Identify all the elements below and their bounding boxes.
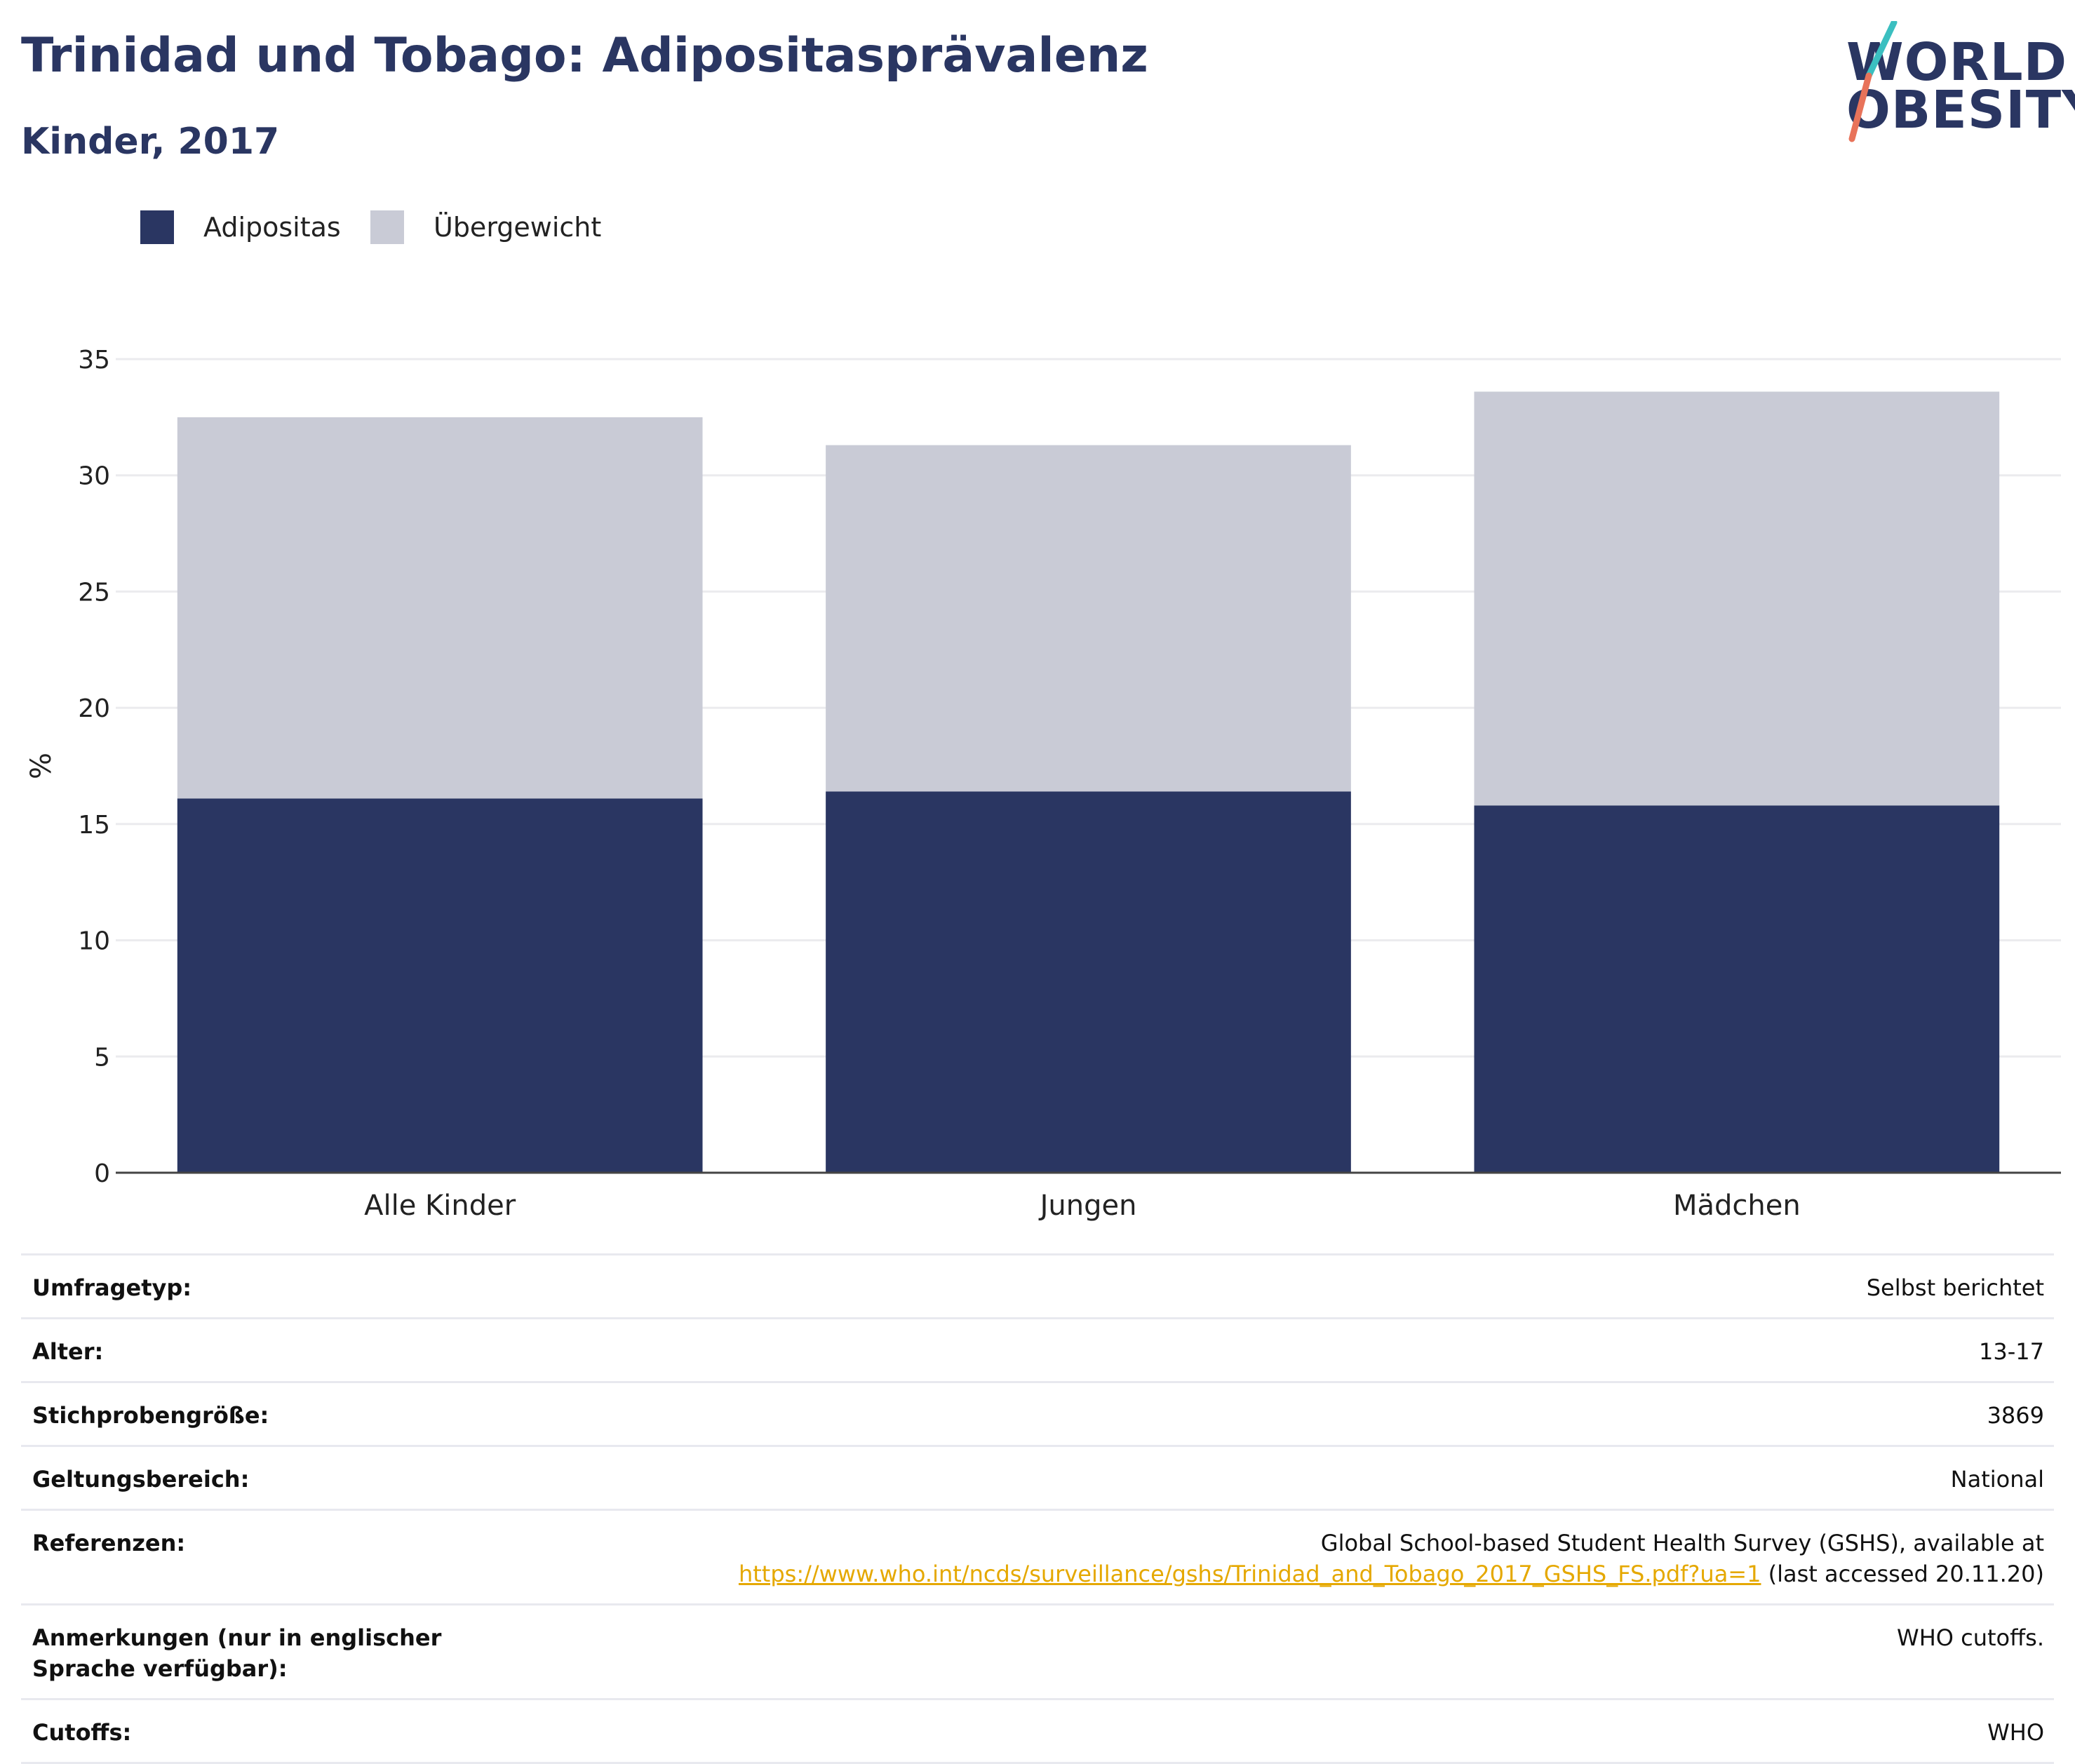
reference-link[interactable]: https://www.who.int/ncds/surveillance/gs… bbox=[738, 1561, 1761, 1587]
y-tick-label: 35 bbox=[78, 346, 110, 375]
logo-slash-icon bbox=[1848, 21, 1898, 142]
logo-text-obesity: OBESITY bbox=[1846, 80, 2075, 140]
x-tick-label: Mädchen bbox=[1673, 1190, 1801, 1222]
y-tick-label: 20 bbox=[78, 694, 110, 723]
info-row-notes: Anmerkungen (nur in englischer Sprache v… bbox=[21, 1605, 2054, 1700]
bar-übergewicht bbox=[177, 417, 703, 799]
chart-subtitle: Kinder, 2017 bbox=[21, 121, 280, 163]
bar-adipositas bbox=[826, 791, 1351, 1173]
info-label: Umfragetyp: bbox=[32, 1274, 192, 1301]
y-axis-title: % bbox=[25, 753, 58, 779]
info-value: 13-17 bbox=[1979, 1338, 2044, 1365]
info-value: WHO bbox=[1987, 1719, 2044, 1746]
legend-label-uebergewicht: Übergewicht bbox=[434, 212, 602, 243]
info-row-sample-size: Stichprobengröße: 3869 bbox=[21, 1383, 2054, 1447]
chart-title: Trinidad und Tobago: Adipositasprävalenz bbox=[21, 28, 1148, 83]
info-row-cutoffs: Cutoffs: WHO bbox=[21, 1700, 2054, 1764]
info-row-survey-type: Umfragetyp: Selbst berichtet bbox=[21, 1253, 2054, 1319]
y-tick-label: 10 bbox=[78, 927, 110, 956]
stacked-bar-chart: 0 5 10 15 20 25 30 35 Alle Kinder Jungen Mädchen% bbox=[25, 346, 2061, 1222]
info-label: Alter: bbox=[32, 1338, 104, 1365]
info-table: Umfragetyp: Selbst berichtet Alter: 13-1… bbox=[21, 1253, 2054, 1764]
reference-suffix: (last accessed 20.11.20) bbox=[1761, 1561, 2044, 1587]
y-tick-label: 30 bbox=[78, 462, 110, 491]
y-tick-label: 15 bbox=[78, 811, 110, 840]
logo-slash-top bbox=[1865, 21, 1898, 79]
legend-label-adipositas: Adipositas bbox=[203, 212, 341, 243]
info-label: Anmerkungen (nur in englischer Sprache v… bbox=[32, 1624, 442, 1682]
info-value: WHO cutoffs. bbox=[1897, 1624, 2044, 1651]
info-value: Selbst berichtet bbox=[1866, 1274, 2044, 1301]
bar-übergewicht bbox=[826, 445, 1351, 792]
info-row-scope: Geltungsbereich: National bbox=[21, 1447, 2054, 1511]
world-obesity-logo: WORLD OBESITY bbox=[1824, 21, 2075, 147]
info-value-references: Global School-based Student Health Surve… bbox=[739, 1528, 2044, 1589]
info-row-age: Alter: 13-17 bbox=[21, 1319, 2054, 1383]
y-tick-label: 5 bbox=[94, 1043, 110, 1072]
bar-adipositas bbox=[1474, 805, 2000, 1173]
y-tick-label: 25 bbox=[78, 578, 110, 607]
bar-übergewicht bbox=[1474, 391, 2000, 806]
info-label: Referenzen: bbox=[32, 1530, 186, 1556]
info-label: Cutoffs: bbox=[32, 1719, 132, 1746]
x-tick-label: Alle Kinder bbox=[364, 1190, 516, 1222]
info-row-references: Referenzen: Global School-based Student … bbox=[21, 1511, 2054, 1605]
info-value: National bbox=[1950, 1466, 2044, 1493]
info-label: Stichprobengröße: bbox=[32, 1402, 269, 1429]
reference-text: Global School-based Student Health Surve… bbox=[1320, 1530, 2044, 1556]
info-label: Geltungsbereich: bbox=[32, 1466, 250, 1493]
info-value: 3869 bbox=[1987, 1402, 2044, 1429]
legend-swatch-uebergewicht bbox=[370, 210, 404, 244]
logo-slash-bottom bbox=[1848, 72, 1872, 142]
bar-adipositas bbox=[177, 798, 703, 1173]
x-tick-label: Jungen bbox=[1038, 1190, 1137, 1222]
legend-swatch-adipositas bbox=[140, 210, 174, 244]
y-tick-label: 0 bbox=[94, 1159, 110, 1188]
